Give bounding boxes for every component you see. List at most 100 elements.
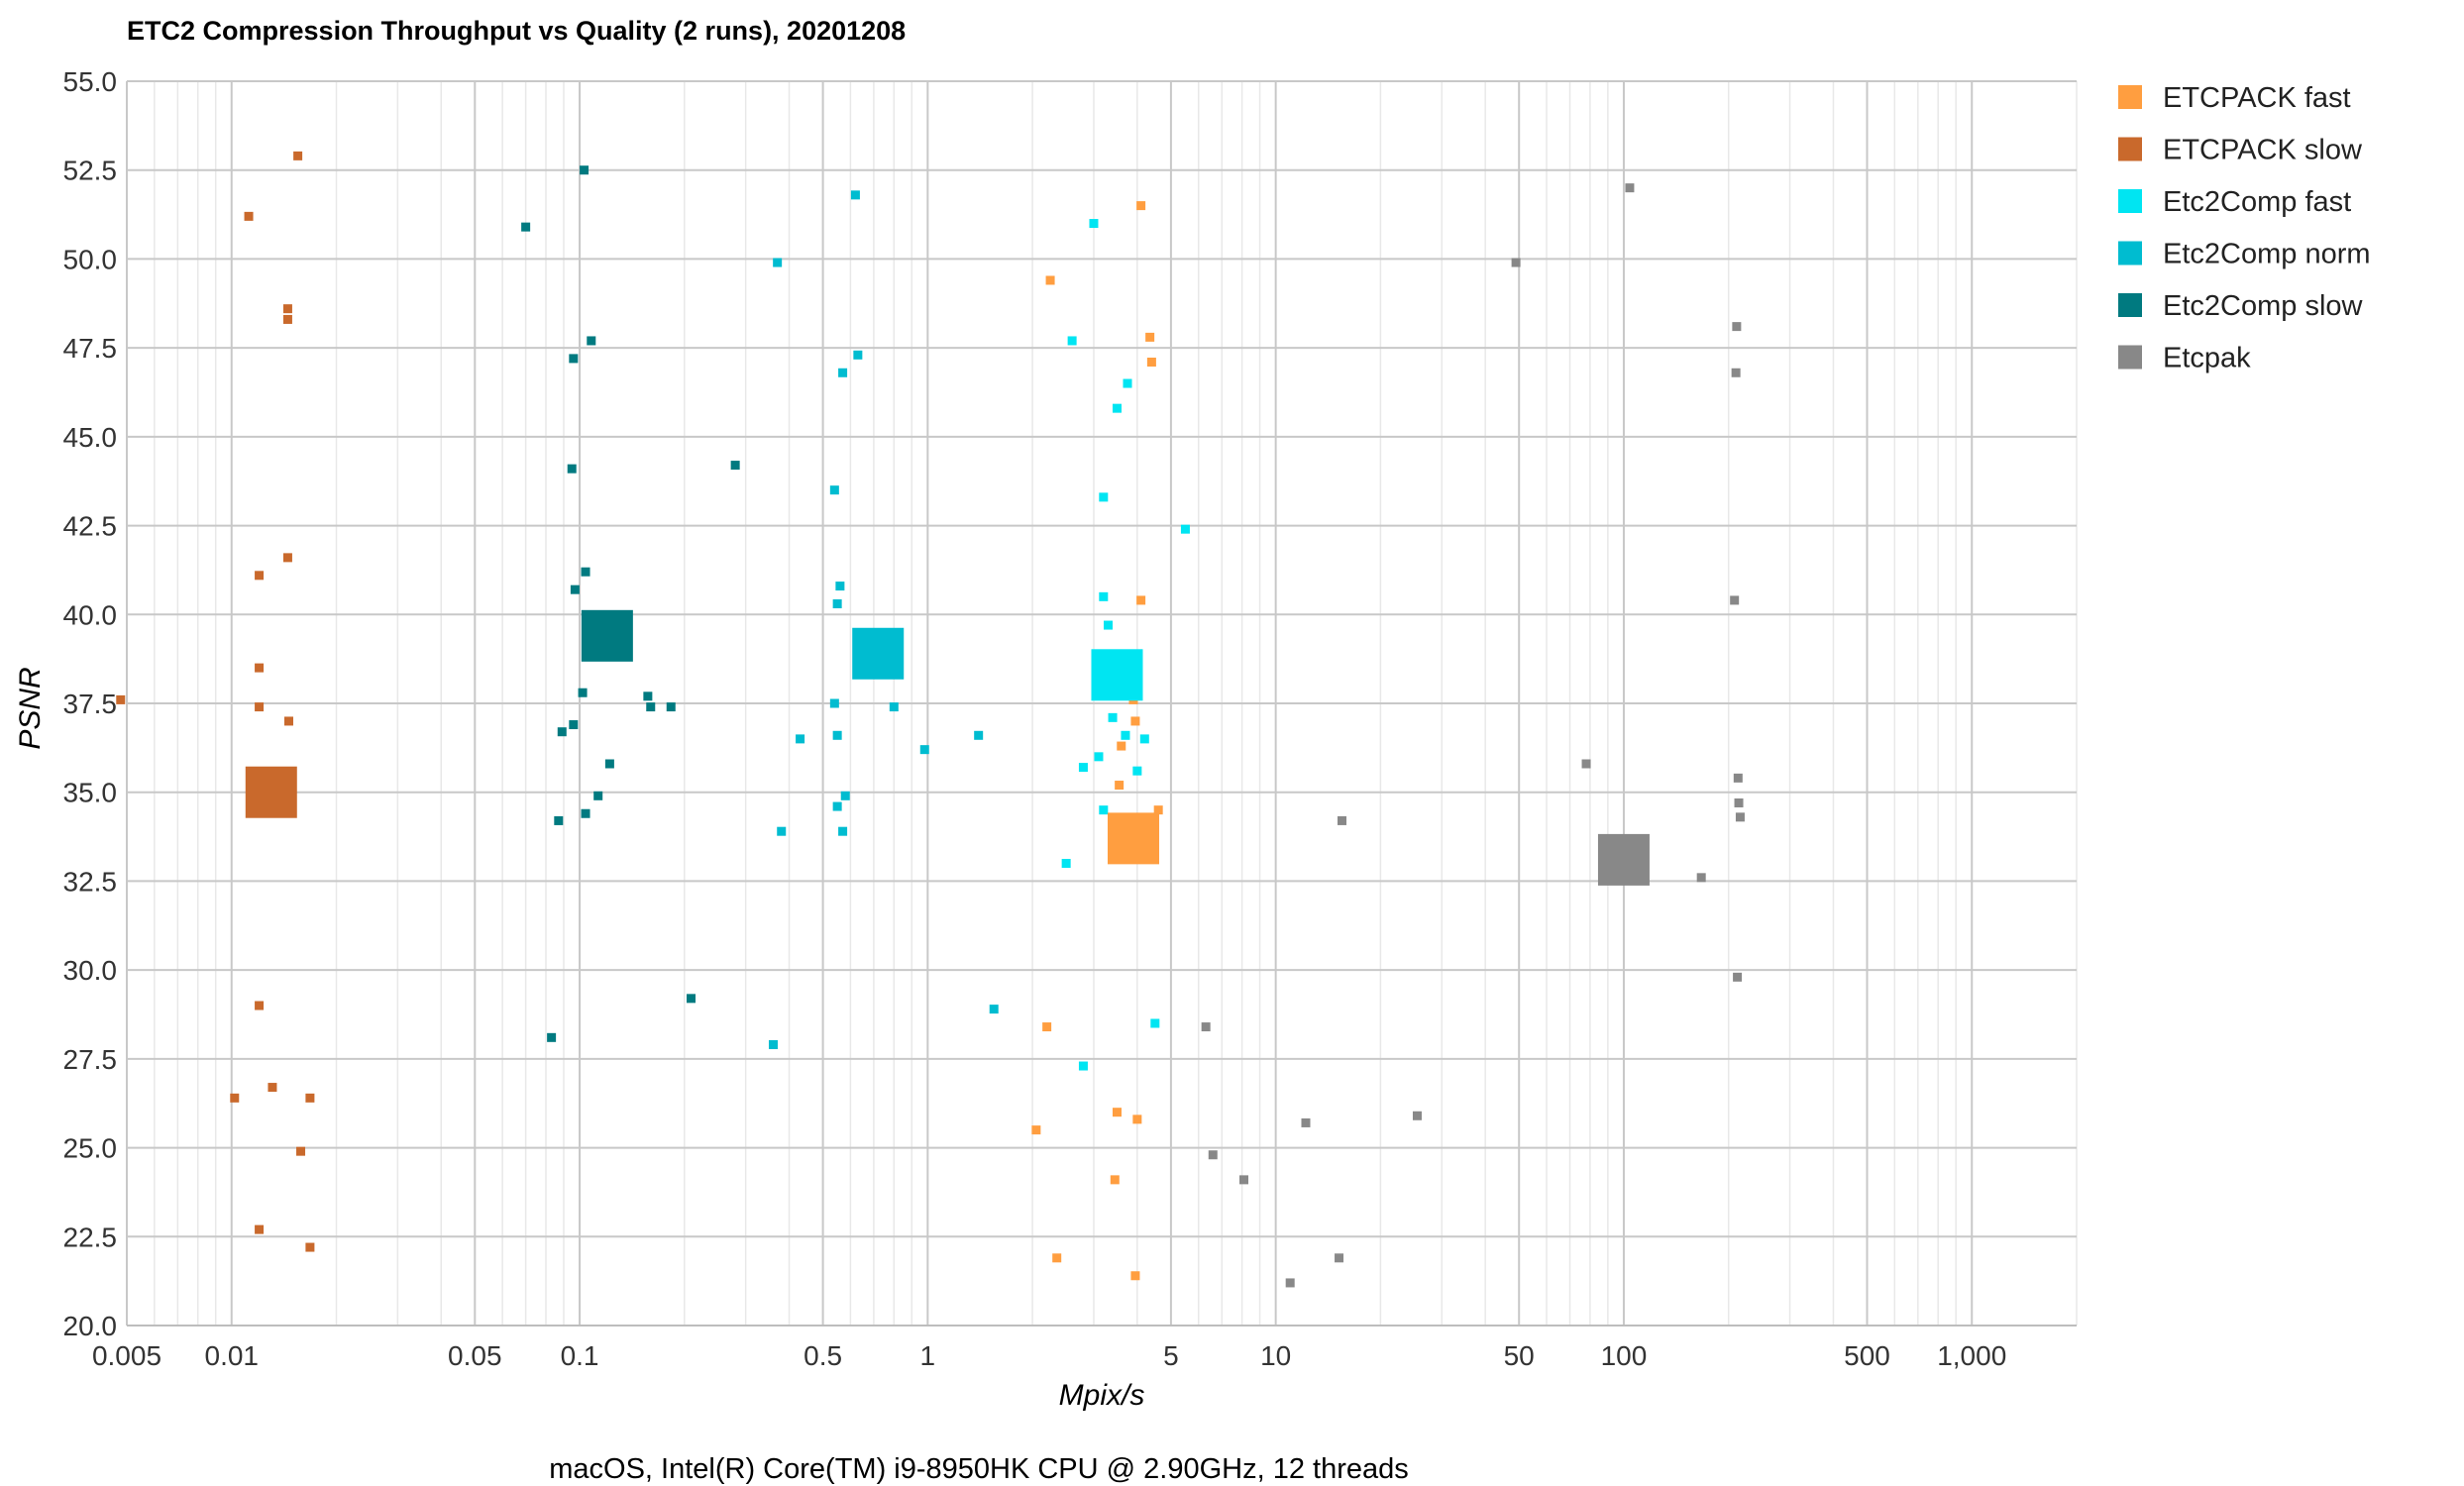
- data-point: [889, 702, 899, 712]
- legend-label: Etc2Comp fast: [2163, 186, 2351, 218]
- data-point: [255, 571, 265, 581]
- data-point: [1078, 763, 1088, 773]
- data-point: [1067, 336, 1077, 346]
- data-point: [283, 716, 293, 726]
- data-point: [581, 808, 590, 818]
- data-point: [1132, 766, 1142, 776]
- data-point: [296, 1146, 306, 1156]
- y-tick-label: 27.5: [63, 1044, 118, 1075]
- data-point: [1150, 1018, 1160, 1028]
- data-point: [1180, 524, 1190, 534]
- data-point: [305, 1242, 315, 1252]
- average-point: [1107, 812, 1159, 865]
- data-point: [1511, 258, 1521, 267]
- data-point: [255, 663, 265, 673]
- data-point: [1089, 219, 1099, 229]
- data-point: [255, 1224, 265, 1234]
- data-point: [1099, 492, 1109, 502]
- series-2: [1061, 219, 1190, 1071]
- y-tick-label: 37.5: [63, 689, 118, 719]
- data-point: [777, 826, 787, 836]
- data-point: [1104, 620, 1114, 630]
- x-axis-label: Mpix/s: [1059, 1379, 1145, 1412]
- y-axis: 20.0 22.5 25.0 27.5 30.0 32.5 35.0 37.5 40.0 42.5…: [63, 66, 118, 1341]
- data-point: [230, 1093, 240, 1103]
- data-point: [521, 222, 531, 232]
- x-tick-label: 5: [1163, 1340, 1179, 1371]
- data-point: [1734, 797, 1744, 807]
- x-tick-label: 0.01: [205, 1340, 260, 1371]
- legend-label: Etc2Comp slow: [2163, 290, 2364, 322]
- data-point: [974, 730, 984, 740]
- data-point: [1121, 730, 1130, 740]
- y-tick-label: 55.0: [63, 66, 118, 97]
- data-point: [1045, 275, 1055, 285]
- x-tick-label: 500: [1844, 1340, 1890, 1371]
- data-point: [840, 791, 850, 800]
- data-point: [646, 702, 656, 712]
- data-point: [293, 151, 303, 160]
- average-point: [245, 766, 297, 818]
- data-point: [768, 1040, 778, 1050]
- data-point: [1136, 595, 1146, 605]
- data-point: [1735, 812, 1745, 822]
- y-tick-label: 42.5: [63, 511, 118, 542]
- data-point: [1132, 1114, 1142, 1124]
- legend-label: ETCPACK fast: [2163, 82, 2351, 114]
- average-point: [852, 627, 905, 680]
- data-point: [1139, 734, 1149, 744]
- data-point: [557, 727, 567, 737]
- data-point: [1145, 332, 1155, 342]
- chart-title: ETC2 Compression Throughput vs Quality (…: [127, 16, 906, 46]
- plot-area: [116, 151, 1745, 1288]
- series-5: [1201, 183, 1745, 1288]
- y-tick-label: 50.0: [63, 244, 118, 274]
- data-point: [832, 801, 842, 811]
- legend: ETCPACK fast ETCPACK slow Etc2Comp fast Etc…: [2118, 82, 2371, 374]
- data-point: [1696, 873, 1706, 883]
- data-point: [853, 350, 863, 360]
- data-point: [1042, 1022, 1052, 1032]
- data-point: [116, 694, 126, 704]
- data-point: [587, 336, 596, 346]
- legend-label: ETCPACK slow: [2163, 135, 2363, 166]
- data-point: [569, 720, 579, 730]
- data-point: [1301, 1117, 1311, 1127]
- data-point: [1115, 781, 1125, 791]
- legend-swatch: [2118, 85, 2142, 109]
- data-point: [1130, 1271, 1140, 1281]
- y-tick-label: 47.5: [63, 333, 118, 364]
- y-tick-label: 45.0: [63, 422, 118, 453]
- legend-swatch: [2118, 345, 2142, 370]
- data-point: [1061, 858, 1071, 868]
- data-point: [838, 826, 848, 836]
- data-point: [580, 165, 589, 175]
- data-point: [244, 211, 254, 221]
- data-point: [773, 258, 783, 267]
- data-point: [919, 745, 929, 755]
- data-point: [1136, 201, 1146, 211]
- data-point: [1201, 1022, 1211, 1032]
- data-point: [1031, 1125, 1041, 1135]
- data-point: [305, 1093, 315, 1103]
- series-4: [521, 165, 740, 1042]
- data-point: [1239, 1175, 1249, 1185]
- data-point: [570, 584, 580, 594]
- y-tick-label: 35.0: [63, 778, 118, 808]
- data-point: [1625, 183, 1635, 193]
- data-point: [604, 759, 614, 769]
- y-tick-label: 22.5: [63, 1221, 118, 1252]
- data-point: [989, 1005, 999, 1014]
- data-point: [829, 698, 839, 708]
- legend-label: Etcpak: [2163, 343, 2251, 374]
- data-point: [268, 1083, 277, 1093]
- x-axis: 0.005 0.01 0.05 0.1 0.5 1 5 10 50 100 500 1,000: [92, 1340, 2006, 1371]
- data-point: [1112, 403, 1122, 413]
- data-point: [1099, 805, 1109, 815]
- x-tick-label: 1,000: [1937, 1340, 2006, 1371]
- data-point: [666, 702, 676, 712]
- data-point: [554, 815, 564, 825]
- data-point: [282, 304, 292, 314]
- x-tick-label: 1: [920, 1340, 936, 1371]
